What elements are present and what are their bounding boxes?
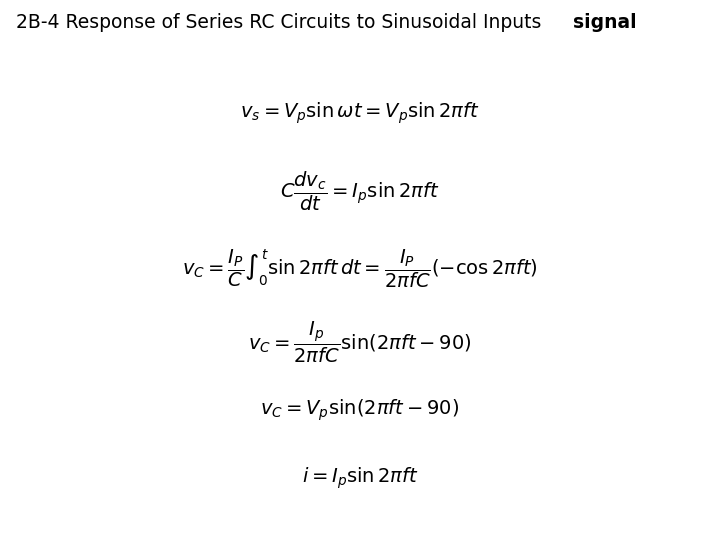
Text: $v_C = \dfrac{I_p}{2\pi fC} \sin(2\pi ft - 90)$: $v_C = \dfrac{I_p}{2\pi fC} \sin(2\pi ft…: [248, 320, 472, 365]
Text: signal: signal: [573, 14, 636, 32]
Text: 2B-4 Response of Series RC Circuits to Sinusoidal Inputs: 2B-4 Response of Series RC Circuits to S…: [16, 14, 547, 32]
Text: $v_C = V_p \sin(2\pi ft - 90)$: $v_C = V_p \sin(2\pi ft - 90)$: [261, 397, 459, 423]
Text: $v_C = \dfrac{I_P}{C} \int_0^{t} \sin 2\pi ft\, dt = \dfrac{I_P}{2\pi fC}(-\cos : $v_C = \dfrac{I_P}{C} \int_0^{t} \sin 2\…: [182, 248, 538, 291]
Text: $i = I_p \sin 2\pi ft$: $i = I_p \sin 2\pi ft$: [302, 465, 418, 491]
Text: $v_s = V_p \sin \omega t = V_p \sin 2\pi ft$: $v_s = V_p \sin \omega t = V_p \sin 2\pi…: [240, 101, 480, 126]
Text: $C \dfrac{dv_c}{dt} = I_p \sin 2\pi ft$: $C \dfrac{dv_c}{dt} = I_p \sin 2\pi ft$: [280, 170, 440, 213]
